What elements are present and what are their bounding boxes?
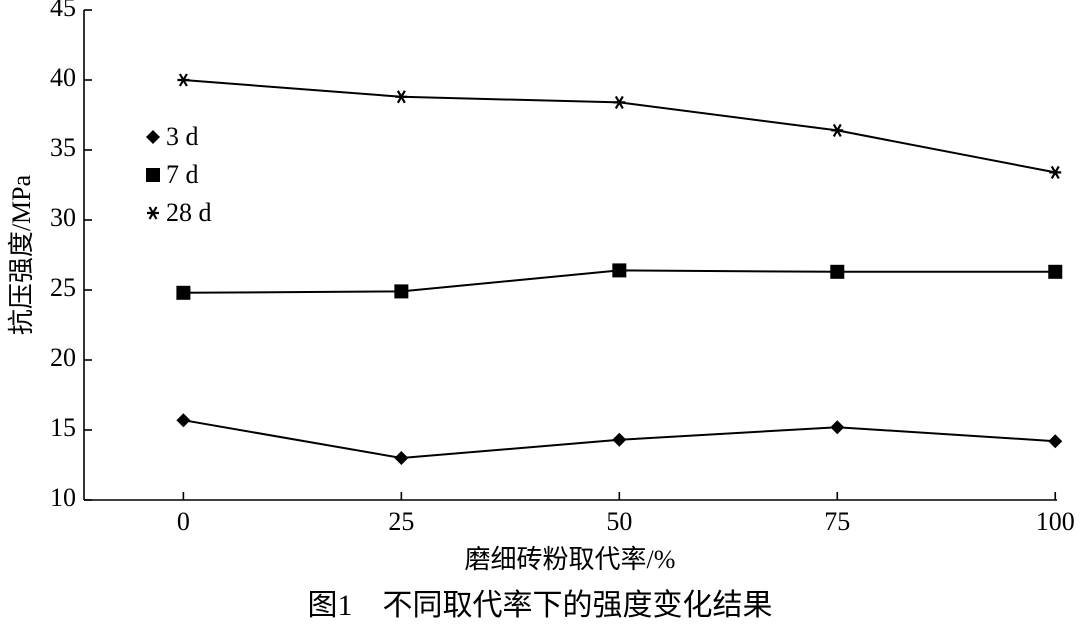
series-line: [183, 79, 1056, 174]
x-tick-label: 50: [606, 507, 632, 536]
marker: [612, 263, 627, 278]
marker: [394, 284, 409, 299]
x-tick-label: 100: [1036, 507, 1075, 536]
y-tick-label: 20: [50, 343, 76, 372]
y-tick-label: 40: [50, 63, 76, 92]
y-tick-label: 15: [50, 413, 76, 442]
legend-marker: [146, 168, 160, 182]
marker: [1048, 264, 1063, 279]
legend-label: 7 d: [166, 160, 199, 189]
x-axis-label: 磨细砖粉取代率/%: [465, 545, 676, 574]
chart-title: 图1 不同取代率下的强度变化结果: [308, 589, 773, 622]
marker: [830, 264, 845, 279]
marker: [395, 90, 408, 104]
marker: [830, 420, 845, 435]
marker: [1049, 165, 1062, 179]
marker: [1048, 434, 1063, 449]
x-tick-label: 25: [388, 507, 414, 536]
legend-marker: [146, 130, 160, 144]
y-tick-label: 30: [50, 203, 76, 232]
y-tick-label: 35: [50, 133, 76, 162]
y-tick-label: 45: [50, 0, 76, 22]
x-tick-label: 75: [824, 507, 850, 536]
legend-marker: [147, 206, 159, 220]
legend-label: 3 d: [166, 122, 199, 151]
y-axis-label: 抗压强度/MPa: [7, 174, 36, 335]
marker: [176, 413, 191, 428]
marker: [394, 451, 409, 465]
legend-label: 28 d: [166, 198, 212, 227]
marker: [612, 432, 627, 447]
y-tick-label: 25: [50, 273, 76, 302]
marker: [177, 73, 190, 87]
x-tick-label: 0: [177, 507, 190, 536]
marker: [831, 123, 844, 137]
y-tick-label: 10: [50, 483, 76, 512]
marker: [613, 95, 626, 109]
marker: [176, 285, 191, 300]
